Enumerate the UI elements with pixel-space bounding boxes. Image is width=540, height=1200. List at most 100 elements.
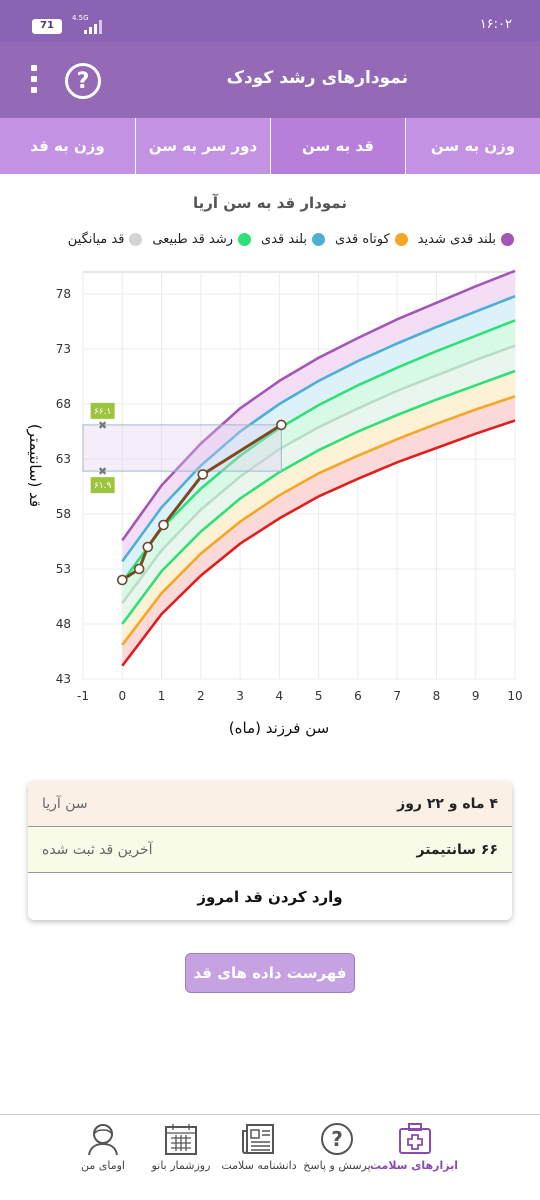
- nav-profile[interactable]: اومای من: [60, 1115, 146, 1195]
- child-info-card: سن آریا ۴ ماه و ۲۲ روز آخرین قد ثبت شده …: [28, 781, 512, 920]
- last-height-value: ۶۶ سانتیمتر: [416, 841, 499, 858]
- tab-head-circumference[interactable]: دور سر به سن: [135, 118, 270, 174]
- child-height-point: [276, 419, 287, 431]
- y-tick-label: 73: [56, 342, 71, 356]
- x-tick-label: 4: [276, 689, 284, 703]
- tab-weight-for-height[interactable]: وزن به قد: [0, 118, 135, 174]
- profile-icon: [88, 1124, 118, 1156]
- height-list-button[interactable]: فهرست داده های قد آریا: [185, 953, 355, 1020]
- y-tick-label: 53: [56, 562, 71, 576]
- chart-legend: بلند قدی شدید کوتاه قدی بلند قدی رشد قد …: [68, 232, 514, 247]
- range-label: ۶۱.۹: [94, 481, 112, 491]
- y-tick-label: 43: [56, 672, 71, 686]
- nav-label: دانشنامه سلامت: [221, 1159, 297, 1172]
- y-tick-label: 68: [56, 397, 71, 411]
- legend-item: بلند قدی: [261, 232, 326, 247]
- x-tick-label: 1: [158, 689, 166, 703]
- bottom-navigation: ابزارهای سلامت ? پرسش و پاسخ دانشنامه سل…: [0, 1114, 540, 1200]
- legend-swatch: [238, 233, 252, 246]
- percentile-band: [122, 371, 515, 645]
- legend-label: رشد قد طبیعی: [152, 232, 234, 247]
- legend-swatch: [394, 233, 408, 246]
- question-icon: ?: [321, 1123, 353, 1155]
- percentile-band: [122, 320, 515, 604]
- range-badge: [90, 402, 115, 419]
- nav-calendar[interactable]: روزشمار بانو: [138, 1115, 224, 1195]
- child-height-point: [142, 541, 154, 553]
- page-title: نمودارهای رشد کودک: [226, 68, 408, 88]
- legend-label: قد میانگین: [67, 232, 125, 247]
- percentile-curve-severe-tall: [121, 269, 516, 542]
- chart-tabs: وزن به سن قد به سن دور سر به سن وزن به ق…: [0, 118, 540, 174]
- nav-label: روزشمار بانو: [151, 1159, 211, 1172]
- x-axis-label: سن فرزند (ماه): [229, 719, 329, 737]
- legend-item: کوتاه قدی: [335, 232, 408, 247]
- nav-label: پرسش و پاسخ: [303, 1159, 371, 1172]
- child-height-point: [116, 574, 128, 586]
- last-height-label: آخرین قد ثبت شده: [42, 841, 153, 858]
- calendar-icon: [165, 1124, 197, 1155]
- y-tick-label: 48: [56, 617, 71, 631]
- svg-text:?: ?: [331, 1127, 343, 1151]
- legend-label: کوتاه قدی: [335, 232, 390, 247]
- legend-label: بلند قدی: [261, 232, 308, 247]
- x-tick-label: 7: [393, 689, 401, 703]
- legend-swatch: [501, 233, 514, 246]
- percentile-curve-severe-short: [121, 419, 516, 667]
- legend-label: بلند قدی شدید: [417, 232, 496, 247]
- x-tick-label: 8: [433, 689, 441, 703]
- range-badge: [90, 477, 115, 494]
- newspaper-icon: [242, 1124, 274, 1154]
- y-tick-label: 58: [56, 507, 71, 521]
- percentile-curve-tall: [121, 294, 516, 563]
- age-label: سن آریا: [42, 795, 88, 812]
- y-tick-label: 78: [56, 287, 71, 301]
- nav-health-tools[interactable]: ابزارهای سلامت: [369, 1115, 458, 1195]
- app-bar: ? نمودارهای رشد کودک: [0, 42, 540, 118]
- legend-item: رشد قد طبیعی: [152, 232, 252, 247]
- medical-kit-icon: [399, 1123, 431, 1154]
- enter-height-button[interactable]: وارد کردن قد امروز: [197, 887, 343, 906]
- legend-item: بلند قدی شدید: [418, 232, 514, 247]
- percentile-curve-normal-lower: [121, 369, 516, 625]
- range-label: ۶۶.۱: [94, 407, 111, 417]
- x-tick-label: 6: [354, 689, 362, 703]
- y-axis-label: قد (سانتیمتر): [26, 424, 44, 507]
- x-tick-label: 0: [118, 689, 126, 703]
- x-tick-label: 5: [315, 689, 323, 703]
- clock: ۱۶:۰۲: [479, 17, 512, 32]
- percentile-band: [122, 270, 515, 562]
- signal-icon: [84, 20, 102, 34]
- height-for-age-chart[interactable]: ✖۶۶.۱✖۶۱.۹-1 0 1 2 3 4 5 6 7 8 9 104348535863687378…: [0, 262, 540, 752]
- legend-swatch: [312, 233, 326, 246]
- legend-swatch: [129, 233, 143, 246]
- x-tick-label: -1: [77, 689, 89, 703]
- age-value: ۴ ماه و ۲۲ روز: [397, 795, 498, 812]
- x-tick-label: 9: [472, 689, 480, 703]
- x-tick-label: 3: [236, 689, 244, 703]
- tab-height-for-age[interactable]: قد به سن: [270, 118, 405, 174]
- help-button[interactable]: ?: [65, 63, 101, 99]
- tab-weight-for-age[interactable]: وزن به سن: [405, 118, 540, 174]
- range-marker: ✖: [98, 419, 107, 432]
- overflow-menu-icon[interactable]: [24, 62, 44, 98]
- child-height-point: [197, 469, 209, 480]
- nav-encyclopedia[interactable]: دانشنامه سلامت: [216, 1115, 302, 1195]
- last-height-row: آخرین قد ثبت شده ۶۶ سانتیمتر: [28, 827, 512, 873]
- x-tick-label: 2: [197, 689, 205, 703]
- age-row: سن آریا ۴ ماه و ۲۲ روز: [28, 781, 512, 827]
- percentile-band: [122, 345, 515, 624]
- child-height-point: [133, 563, 145, 575]
- nav-label: ابزارهای سلامت: [369, 1159, 458, 1172]
- percentile-curve-median: [121, 344, 516, 604]
- x-tick-label: 10: [507, 689, 522, 703]
- highlight-range-box: [82, 424, 282, 472]
- battery-indicator: 71: [32, 19, 62, 34]
- percentile-band: [122, 396, 515, 666]
- network-type: 4.5G: [72, 14, 89, 22]
- percentile-curve-normal-upper: [121, 319, 516, 583]
- status-bar: 71 4.5G ۱۶:۰۲: [0, 0, 540, 42]
- chart-title: نمودار قد به سن آریا: [193, 194, 347, 212]
- nav-questions[interactable]: ? پرسش و پاسخ: [294, 1115, 380, 1195]
- child-height-point: [158, 519, 169, 531]
